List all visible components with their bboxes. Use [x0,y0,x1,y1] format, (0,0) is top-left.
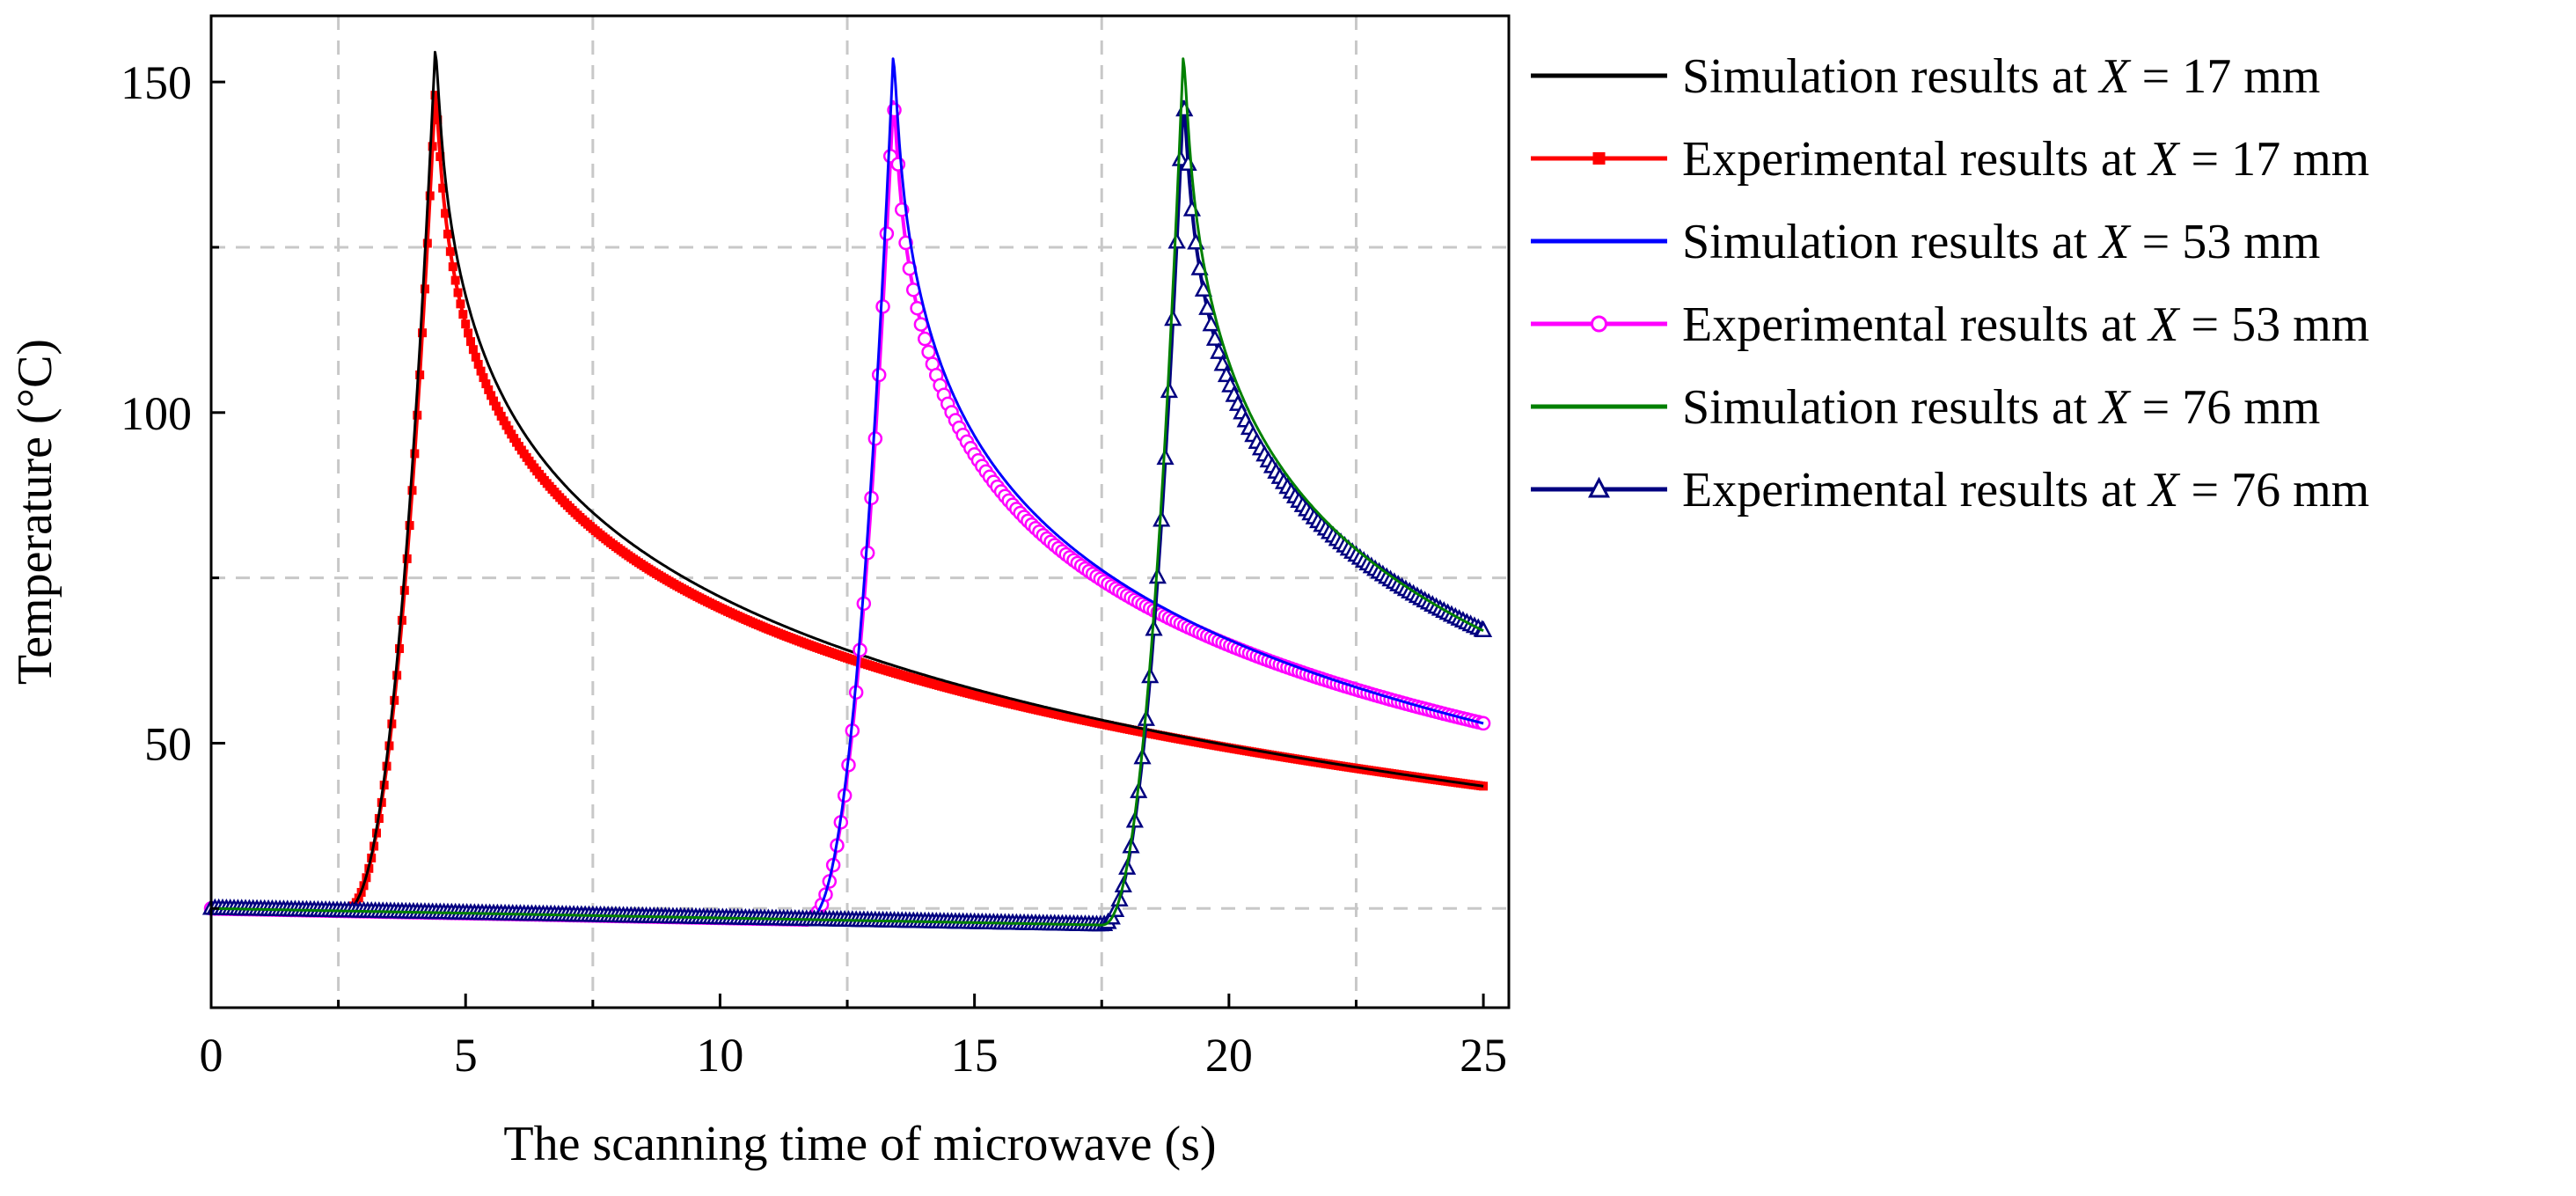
data-point [420,284,429,294]
x-tick-label: 20 [1205,1029,1253,1082]
data-point [489,396,499,406]
data-point [875,299,890,314]
data-point [1156,448,1175,466]
x-tick-label: 0 [200,1029,223,1082]
legend-label: Experimental results at X = 53 mm [1682,297,2369,352]
data-point [428,142,437,151]
data-point [496,411,506,421]
data-point [1198,298,1217,315]
data-point [1202,314,1220,332]
series-line [210,57,1484,927]
legend-marker [1591,315,1607,333]
x-tick-label: 5 [454,1029,478,1082]
data-point [410,449,420,459]
legend-item: Experimental results at X = 53 mm [1531,297,2369,352]
data-point [499,416,509,426]
data-point [433,115,443,125]
data-point [464,328,473,338]
legend-item: Experimental results at X = 76 mm [1531,463,2369,517]
data-point [435,152,445,162]
data-point [413,410,422,420]
legend-item: Experimental results at X = 17 mm [1531,132,2369,187]
data-point [491,401,501,411]
legend-item: Simulation results at X = 17 mm [1531,49,2320,104]
data-point [487,391,496,400]
data-point [415,370,425,379]
legend-label: Simulation results at X = 53 mm [1682,215,2320,269]
data-point [438,183,448,193]
data-point [879,226,895,241]
data-point [921,344,936,360]
y-tick-label: 50 [144,717,192,770]
series-5 [210,57,1484,927]
data-point [448,262,457,272]
data-point [466,337,475,347]
data-point [1205,328,1225,346]
data-point [494,407,503,416]
data-point [456,299,465,309]
y-tick-label: 150 [121,56,192,109]
data-point [418,328,428,338]
data-point [484,385,494,394]
data-point [1167,231,1186,249]
data-point [458,310,468,319]
legend-marker [1592,152,1606,165]
data-point [1164,309,1182,327]
y-axis-title: Temperature (°C) [8,339,62,685]
data-point [443,229,452,238]
x-tick-label: 25 [1460,1029,1507,1082]
data-point [461,319,471,329]
data-point [1210,341,1228,359]
data-point [1160,381,1178,399]
data-point [1194,280,1213,297]
data-point [1175,99,1194,117]
x-tick-label: 10 [696,1029,743,1082]
data-point [476,366,486,376]
data-point [405,521,414,531]
data-point [425,191,435,201]
legend: Simulation results at X = 17 mm Experimen… [1531,49,2369,517]
x-axis-title: The scanning time of microwave (s) [503,1117,1216,1171]
series-1 [210,50,1484,913]
data-point [913,317,929,332]
x-tick-label: 15 [951,1029,999,1082]
data-point [468,345,478,355]
data-point [445,246,455,256]
data-point [402,554,412,563]
legend-label: Simulation results at X = 76 mm [1682,380,2320,435]
data-point [453,288,463,297]
data-point [407,486,417,495]
legend-item: Simulation results at X = 76 mm [1531,380,2320,435]
legend-label: Experimental results at X = 17 mm [1682,132,2369,187]
axis-ticks: 0 5 10 15 20 25 50 100 150 [121,56,1507,1082]
plot-frame [209,14,1511,1009]
data-point [473,359,483,369]
series-line [210,50,1484,913]
legend-label: Experimental results at X = 76 mm [1682,463,2369,517]
data-point [871,367,887,383]
data-point [918,331,933,347]
data-point [430,91,440,100]
legend-label: Simulation results at X = 17 mm [1682,49,2320,104]
legend-marker [1588,476,1610,498]
data-point [441,209,450,218]
data-point [479,373,488,383]
data-point [501,421,511,430]
data-point [422,238,432,248]
data-point [450,275,460,285]
data-point [481,379,491,389]
data-point [471,352,480,362]
y-tick-label: 100 [121,387,192,440]
data-point [1171,149,1189,166]
legend-item: Simulation results at X = 53 mm [1531,215,2320,269]
